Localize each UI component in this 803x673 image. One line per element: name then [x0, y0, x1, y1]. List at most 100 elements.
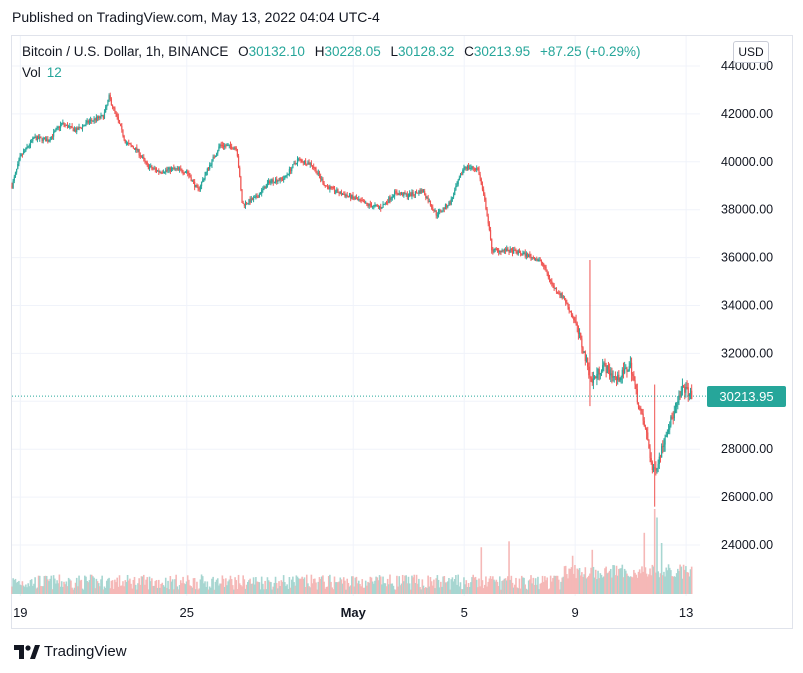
- candle-body: [383, 203, 385, 205]
- volume-bar: [485, 576, 487, 594]
- candle-body: [443, 207, 445, 209]
- volume-bar: [481, 580, 484, 594]
- candle-body: [563, 297, 566, 300]
- y-tick-label: 40000.00: [721, 155, 773, 169]
- y-tick-label: 34000.00: [721, 299, 773, 313]
- candle-body: [259, 193, 262, 195]
- candle-body: [627, 370, 629, 372]
- candle-body: [585, 357, 588, 362]
- candle-body: [256, 195, 258, 198]
- candle-body: [172, 167, 174, 169]
- volume-bar: [205, 586, 207, 594]
- volume-bar: [408, 583, 411, 594]
- candle-body: [517, 250, 519, 254]
- volume-bar: [557, 579, 560, 594]
- candle-body: [316, 173, 318, 175]
- volume-bar: [659, 573, 662, 594]
- volume-bar: [162, 585, 165, 594]
- candle-body: [133, 148, 136, 150]
- volume-bar: [445, 582, 448, 594]
- candle-body: [474, 168, 477, 170]
- volume-bar: [386, 578, 389, 594]
- candle-body: [325, 185, 328, 187]
- candle-body: [251, 198, 254, 200]
- volume-bar: [426, 588, 428, 594]
- candle-body: [314, 167, 316, 169]
- candle-body: [385, 202, 388, 204]
- candle-body: [190, 177, 192, 181]
- tradingview-footer[interactable]: TradingView: [14, 643, 127, 660]
- chart-frame[interactable]: [11, 35, 793, 629]
- volume-bar: [132, 579, 135, 594]
- candle-body: [285, 175, 287, 177]
- volume-bar: [101, 575, 103, 594]
- currency-button[interactable]: USD: [733, 41, 769, 63]
- volume-bar: [178, 585, 181, 594]
- volume-bar: [490, 578, 493, 594]
- candle-body: [221, 144, 223, 146]
- candle-body: [556, 291, 559, 293]
- candle-body: [237, 156, 240, 168]
- volume-bar: [482, 588, 485, 594]
- volume-bar: [71, 587, 73, 594]
- candle-body: [103, 112, 106, 119]
- candle-body: [369, 203, 371, 206]
- volume-bar: [463, 577, 465, 594]
- volume-bar: [144, 584, 146, 594]
- candle-body: [375, 204, 377, 206]
- volume-bar: [231, 585, 234, 594]
- volume-bar: [38, 575, 41, 594]
- volume-bar: [167, 580, 169, 594]
- volume-bar: [529, 579, 531, 594]
- candle-body: [117, 116, 119, 121]
- volume-bar: [603, 576, 605, 594]
- volume-bar: [652, 566, 655, 594]
- candle-body: [562, 297, 564, 299]
- volume-bar: [429, 577, 432, 594]
- candle-body: [688, 394, 690, 397]
- volume-bar: [60, 581, 63, 594]
- volume-bar: [394, 589, 397, 594]
- candle-body: [147, 164, 149, 169]
- candle-body: [338, 192, 340, 194]
- candle-body: [347, 195, 349, 197]
- volume-bar: [220, 583, 223, 594]
- volume-bar: [250, 583, 253, 594]
- candle-body: [540, 259, 543, 263]
- volume-bar: [302, 579, 305, 594]
- volume-bar: [49, 578, 51, 594]
- volume-bar: [126, 574, 129, 594]
- candle-body: [446, 204, 448, 208]
- candle-body: [362, 201, 364, 203]
- candle-body: [95, 116, 97, 121]
- volume-bar: [293, 582, 295, 594]
- volume-bar: [533, 584, 536, 594]
- volume-bar: [401, 574, 404, 594]
- candle-body: [664, 437, 666, 445]
- candle-body: [486, 208, 488, 217]
- volume-bar: [512, 587, 515, 594]
- candle-body: [344, 194, 346, 197]
- volume-bar: [658, 577, 661, 594]
- volume-bar: [257, 581, 260, 594]
- candle-body: [345, 195, 347, 197]
- volume-bar: [266, 577, 269, 594]
- volume-bar: [581, 572, 583, 594]
- candle-body: [615, 377, 618, 381]
- candle-body: [279, 177, 281, 181]
- candle-body: [184, 171, 186, 173]
- candle-body: [396, 192, 398, 194]
- volume-bar: [155, 580, 158, 594]
- candle-body: [46, 139, 48, 142]
- candle-body: [181, 169, 183, 172]
- candle-body: [288, 169, 291, 175]
- candle-body: [380, 206, 382, 209]
- volume-bar: [510, 575, 513, 594]
- candle-body: [161, 172, 163, 174]
- candle-body: [415, 191, 418, 193]
- candle-body: [637, 402, 640, 408]
- candle-body: [367, 204, 369, 206]
- candle-body: [520, 252, 522, 254]
- volume-bar: [161, 582, 164, 594]
